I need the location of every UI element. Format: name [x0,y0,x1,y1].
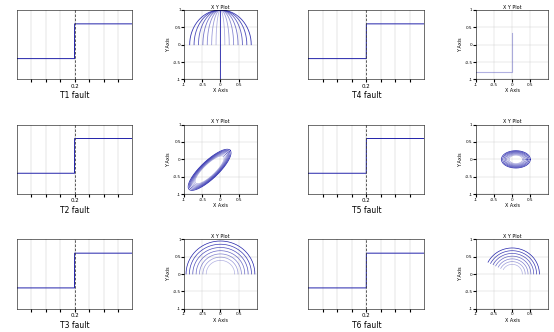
Title: X Y Plot: X Y Plot [211,5,230,10]
Y-axis label: Y Axis: Y Axis [166,152,171,167]
Title: X Y Plot: X Y Plot [211,234,230,239]
Title: X Y Plot: X Y Plot [503,5,521,10]
X-axis label: T4 fault: T4 fault [352,91,381,100]
Y-axis label: Y Axis: Y Axis [166,38,171,52]
X-axis label: X Axis: X Axis [213,88,228,93]
X-axis label: T3 fault: T3 fault [60,321,89,330]
X-axis label: T5 fault: T5 fault [352,206,381,215]
X-axis label: X Axis: X Axis [213,318,228,323]
X-axis label: T2 fault: T2 fault [60,206,89,215]
X-axis label: T1 fault: T1 fault [60,91,89,100]
Y-axis label: Y Axis: Y Axis [166,267,171,281]
X-axis label: X Axis: X Axis [505,318,520,323]
X-axis label: X Axis: X Axis [505,88,520,93]
X-axis label: X Axis: X Axis [213,203,228,208]
Title: X Y Plot: X Y Plot [503,119,521,124]
X-axis label: X Axis: X Axis [505,203,520,208]
Y-axis label: Y Axis: Y Axis [458,267,463,281]
Y-axis label: Y Axis: Y Axis [458,152,463,167]
X-axis label: T6 fault: T6 fault [352,321,381,330]
Y-axis label: Y Axis: Y Axis [458,38,463,52]
Title: X Y Plot: X Y Plot [211,119,230,124]
Title: X Y Plot: X Y Plot [503,234,521,239]
